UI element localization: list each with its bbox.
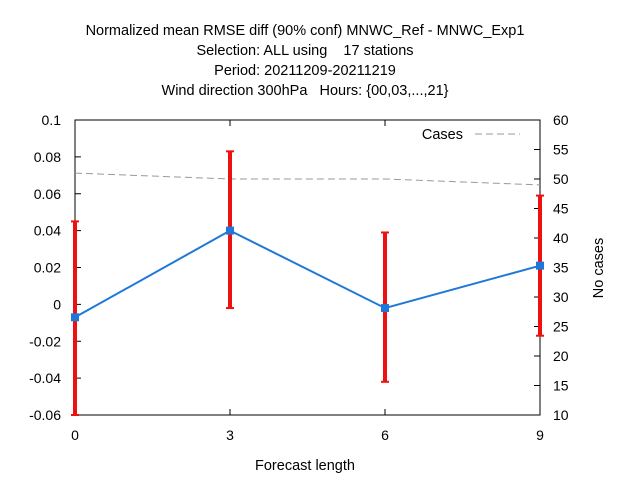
title-line-2: Selection: ALL using 17 stations bbox=[196, 43, 413, 59]
chart-title: Normalized mean RMSE diff (90% conf) MNW… bbox=[86, 23, 525, 99]
legend-label-cases: Cases bbox=[422, 127, 463, 143]
y-tick-label: -0.04 bbox=[29, 370, 61, 386]
y2-axis-label: No cases bbox=[591, 238, 607, 298]
x-axis-label: Forecast length bbox=[255, 458, 355, 474]
y-tick-label: -0.06 bbox=[29, 407, 61, 423]
y-tick-label: 0.1 bbox=[42, 112, 62, 128]
y2-tick-label: 20 bbox=[553, 348, 569, 364]
mean-line-series bbox=[71, 226, 544, 322]
y2-tick-label: 10 bbox=[553, 407, 569, 423]
y2-tick-label: 25 bbox=[553, 319, 569, 335]
y2-tick-label: 45 bbox=[553, 201, 569, 217]
y-tick-label: 0.06 bbox=[34, 186, 61, 202]
title-line-4: Wind direction 300hPa Hours: {00,03,...,… bbox=[162, 83, 449, 99]
y2-tick-label: 40 bbox=[553, 230, 569, 246]
y2-tick-label: 15 bbox=[553, 378, 569, 394]
y-tick-label: 0.08 bbox=[34, 149, 61, 165]
cases-series bbox=[74, 172, 541, 186]
legend: Cases bbox=[422, 127, 520, 143]
x-tick-label: 6 bbox=[381, 427, 389, 443]
y2-tick-label: 50 bbox=[553, 171, 569, 187]
y-axis-ticks: -0.06 -0.04 -0.02 0 0.02 0.04 0.06 0.08 0.1 bbox=[29, 112, 81, 423]
mean-point bbox=[536, 261, 544, 270]
x-tick-label: 0 bbox=[71, 427, 79, 443]
plot-frame bbox=[74, 119, 541, 416]
mean-point bbox=[226, 226, 234, 235]
y2-tick-label: 60 bbox=[553, 112, 569, 128]
y-tick-label: 0.04 bbox=[34, 223, 61, 239]
x-tick-label: 3 bbox=[226, 427, 234, 443]
title-line-1: Normalized mean RMSE diff (90% conf) MNW… bbox=[86, 23, 525, 39]
mean-point bbox=[381, 304, 389, 313]
mean-point bbox=[71, 313, 79, 322]
y2-tick-label: 55 bbox=[553, 142, 569, 158]
y2-axis-ticks: 10 15 20 25 30 35 40 45 50 55 60 bbox=[534, 112, 569, 423]
y-tick-label: 0 bbox=[53, 296, 61, 312]
mean-line bbox=[74, 229, 541, 319]
y2-tick-label: 35 bbox=[553, 260, 569, 276]
x-tick-label: 9 bbox=[536, 427, 544, 443]
x-axis-ticks: 0 3 6 9 bbox=[71, 120, 544, 443]
title-line-3: Period: 20211209-20211219 bbox=[214, 63, 396, 79]
y-tick-label: 0.02 bbox=[34, 260, 61, 276]
y-tick-label: -0.02 bbox=[29, 333, 61, 349]
y2-tick-label: 30 bbox=[553, 289, 569, 305]
cases-line bbox=[74, 172, 541, 186]
